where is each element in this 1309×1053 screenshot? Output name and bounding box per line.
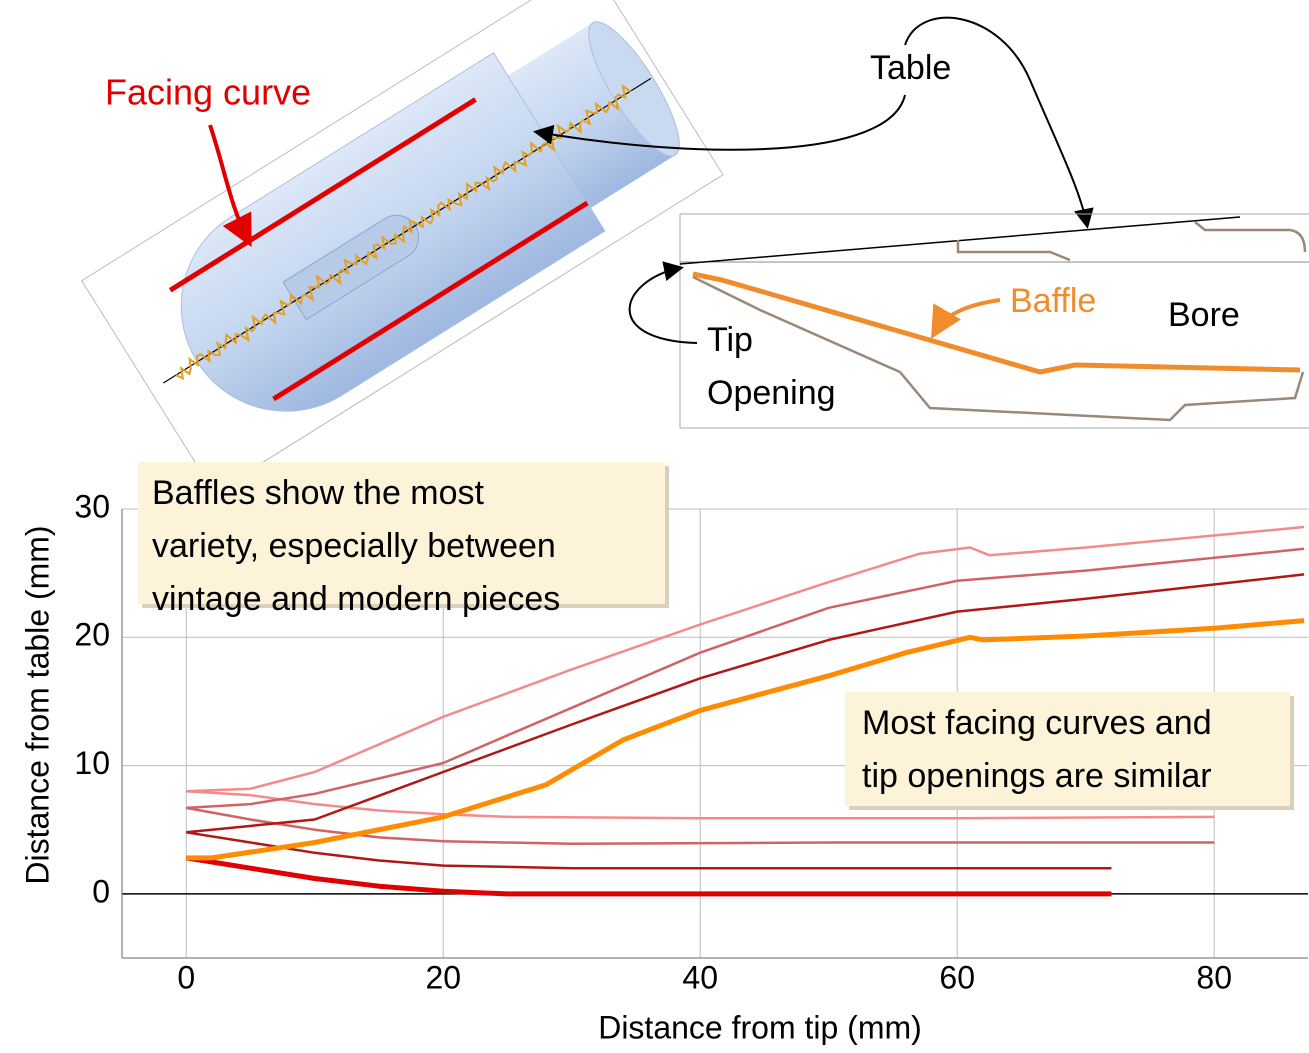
x-tick-label: 0 xyxy=(177,959,195,995)
x-tick-label: 20 xyxy=(425,959,461,995)
figure: Facing curve Table Baffle Bore Tip Openi… xyxy=(0,0,1309,1053)
y-tick-label: 10 xyxy=(74,745,110,781)
annotation-text: Most facing curves and xyxy=(862,704,1212,742)
y-tick-label: 30 xyxy=(74,488,110,524)
series-line xyxy=(186,858,1111,894)
x-tick-label: 60 xyxy=(939,959,975,995)
tip-arrow xyxy=(630,268,697,343)
baffle-label: Baffle xyxy=(1010,282,1096,320)
annotation-text: tip openings are similar xyxy=(862,757,1212,795)
annotation-text: variety, especially between xyxy=(152,527,556,565)
bore-label: Bore xyxy=(1168,296,1240,334)
chart: 0 20 40 60 80 0 10 20 30 Distance from tip (mm) Di… xyxy=(19,462,1308,1045)
y-axis-label: Distance from table (mm) xyxy=(19,525,55,884)
facing-curve-label: Facing curve xyxy=(105,72,311,113)
tip-label: Opening xyxy=(707,374,836,412)
x-tick-label: 80 xyxy=(1196,959,1232,995)
annotation-text: Baffles show the most xyxy=(152,474,485,512)
x-axis-label: Distance from tip (mm) xyxy=(598,1009,922,1045)
table-label: Table xyxy=(870,49,951,87)
y-tick-label: 0 xyxy=(92,873,110,909)
series-line xyxy=(186,832,1111,868)
tip-label: Tip xyxy=(707,321,753,359)
x-tick-label: 40 xyxy=(682,959,718,995)
y-tick-label: 20 xyxy=(74,617,110,653)
annotation-text: vintage and modern pieces xyxy=(152,580,560,618)
baffle-arrow xyxy=(935,300,1000,332)
